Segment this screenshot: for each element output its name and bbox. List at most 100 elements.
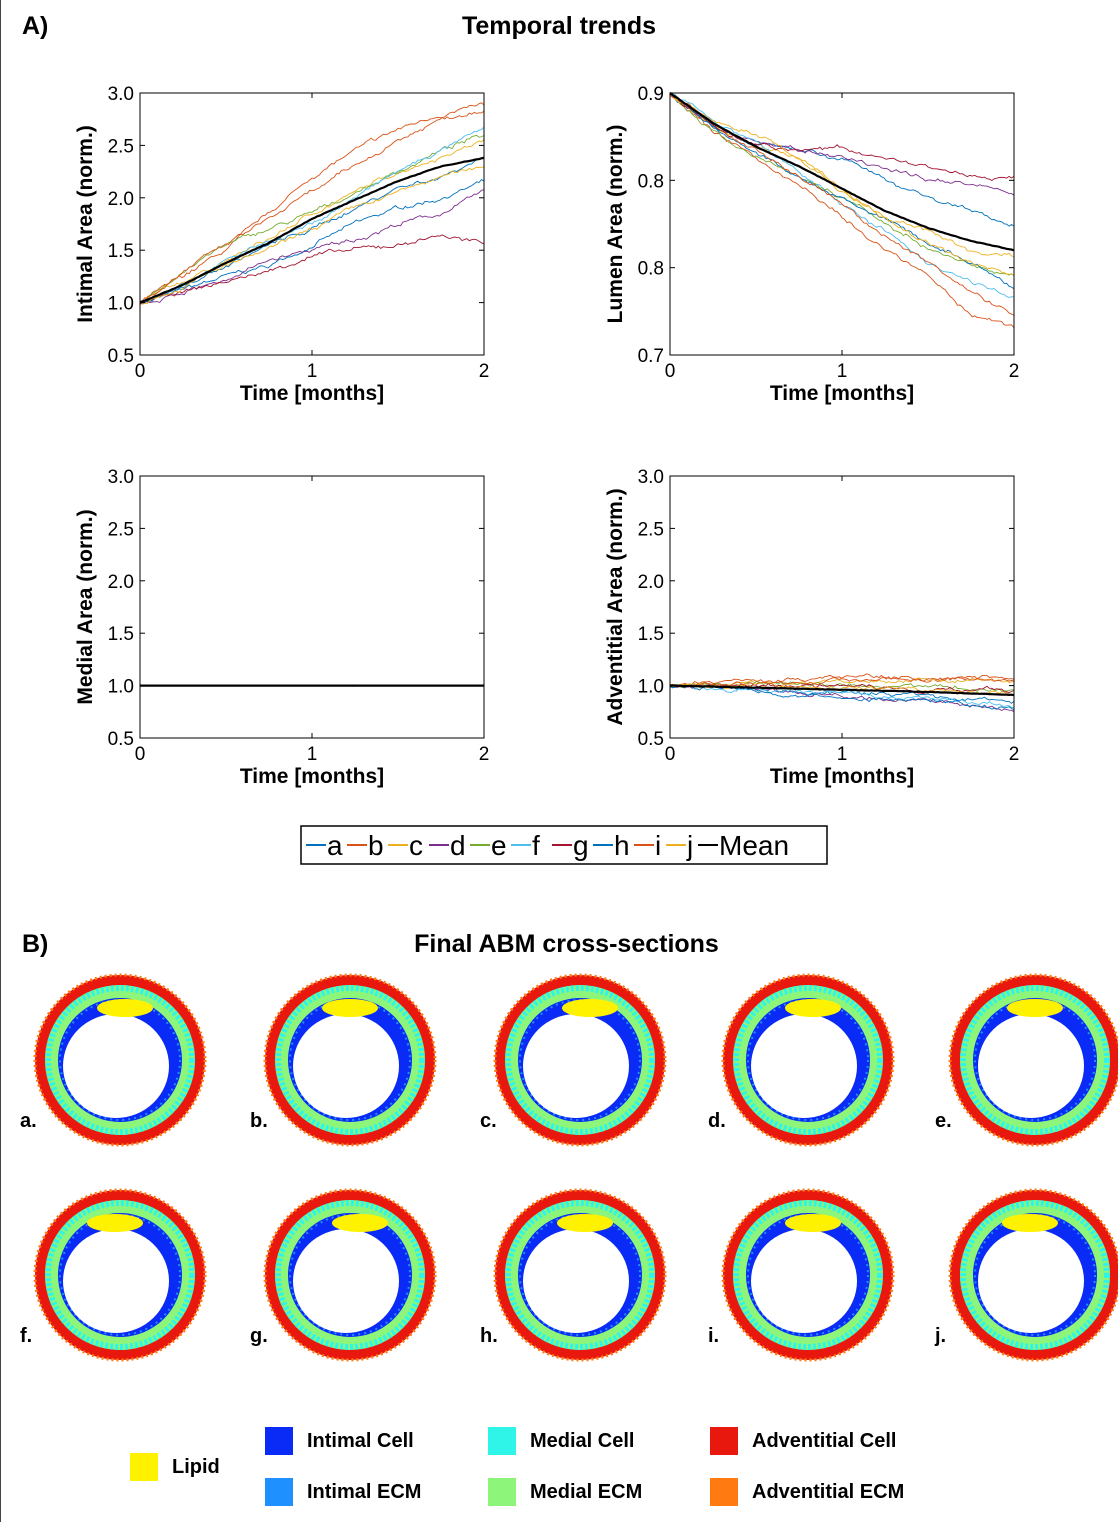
tissue-swatch (265, 1427, 293, 1455)
x-tick-label: 1 (837, 744, 848, 765)
tissue-label: Medial ECM (530, 1480, 643, 1503)
tissue-swatch (265, 1478, 293, 1506)
series-line-i (139, 110, 485, 304)
series-line-j (139, 166, 485, 305)
section-a-label: A) (22, 12, 49, 40)
lipid-pool (87, 1214, 143, 1232)
tissue-legend-item: Medial Cell (488, 1427, 634, 1455)
intimal-area-plot: 0.5 1.0 1.5 2.0 2.5 3.0 0 1 2 Time [months] Intima… (74, 84, 490, 405)
series-line-f (670, 683, 1015, 708)
tissue-legend-item: Adventitial ECM (710, 1478, 904, 1506)
series-line-b (669, 94, 1015, 329)
y-tick-label: 2.5 (108, 136, 134, 157)
plot-area (669, 91, 1015, 329)
legend-label-f: f (532, 830, 540, 861)
series-line-e (669, 92, 1015, 277)
series-line-Mean (669, 684, 1015, 697)
tissue-label: Lipid (172, 1455, 220, 1478)
y-axis-label: Medial Area (norm.) (74, 509, 97, 704)
x-tick-label: 1 (837, 361, 848, 382)
legend-label-j: j (686, 830, 693, 861)
tissue-legend-item: Medial ECM (488, 1478, 642, 1506)
cross-section-label: i. (708, 1325, 720, 1347)
cross-section-label: d. (708, 1110, 726, 1132)
x-tick-label: 0 (665, 744, 676, 765)
x-tick-label: 2 (479, 361, 490, 382)
legend-label-h: h (614, 830, 630, 861)
series-line-b (139, 102, 485, 303)
series-legend: a b c d e f g h i j Mean (300, 825, 828, 865)
section-a-title: Temporal trends (461, 12, 657, 40)
series-line-i (669, 94, 1015, 316)
y-tick-label: 0.8 (638, 259, 664, 280)
legend-label-a: a (327, 830, 343, 861)
lipid-pool (322, 999, 378, 1017)
cross-section-label: f. (20, 1325, 33, 1347)
legend-label-Mean: Mean (719, 830, 789, 861)
legend-label-c: c (409, 830, 423, 861)
cross-section-label: g. (250, 1325, 268, 1347)
tissue-label: Adventitial ECM (752, 1480, 905, 1503)
y-tick-label: 0.9 (638, 84, 664, 105)
lipid-pool (785, 1214, 841, 1232)
section-b-label: B) (22, 930, 49, 958)
y-tick-label: 1.5 (638, 624, 664, 645)
series-line-a (669, 92, 1015, 227)
lumen (978, 1229, 1084, 1333)
series-line-a (139, 179, 485, 305)
y-tick-label: 0.7 (638, 346, 664, 367)
tissue-legend-item: Intimal ECM (265, 1478, 421, 1506)
y-tick-label: 1.0 (638, 677, 664, 698)
lumen (523, 1014, 629, 1118)
legend-label-d: d (450, 830, 466, 861)
cross-section-c (493, 973, 667, 1147)
plot-area (139, 684, 485, 687)
cross-section-d (721, 973, 895, 1147)
y-tick-label: 1.5 (108, 624, 134, 645)
medial-area-plot: 0.5 1.0 1.5 2.0 2.5 3.0 0 1 2 Time [months] Medial… (74, 467, 489, 788)
series-line-c (669, 93, 1015, 258)
lipid-pool (557, 1214, 613, 1232)
y-tick-label: 2.5 (108, 519, 134, 540)
series-line-d (139, 189, 485, 304)
lumen (63, 1014, 169, 1118)
cross-section-h (493, 1188, 667, 1362)
cross-section-b (263, 973, 437, 1147)
tissue-swatch (710, 1427, 738, 1455)
tissue-label: Intimal Cell (307, 1429, 414, 1452)
lipid-pool (562, 999, 618, 1017)
lipid-pool (97, 999, 153, 1017)
series-line-c (139, 138, 485, 303)
lipid-pool (785, 999, 841, 1017)
plot-area (669, 673, 1015, 713)
series-line-d (669, 92, 1015, 196)
x-tick-label: 2 (1009, 361, 1020, 382)
legend-label-e: e (491, 830, 507, 861)
tissue-swatch (710, 1478, 738, 1506)
lumen (751, 1229, 857, 1333)
x-tick-label: 0 (135, 744, 146, 765)
lipid-pool (332, 1214, 388, 1232)
legend-label-i: i (655, 830, 661, 861)
x-axis-label: Time [months] (240, 382, 384, 405)
axes-box (669, 92, 1015, 356)
plot-area (139, 102, 485, 305)
series-line-i (669, 676, 1015, 687)
cross-section-i (721, 1188, 895, 1362)
lumen (293, 1229, 399, 1333)
cross-section-label: h. (480, 1325, 498, 1347)
tissue-legend-item: Adventitial Cell (710, 1427, 896, 1455)
x-tick-label: 1 (307, 744, 318, 765)
y-tick-label: 2.5 (638, 519, 664, 540)
cross-section-label: c. (480, 1110, 497, 1132)
lumen (751, 1014, 857, 1118)
tissue-legend-item: Lipid (130, 1453, 220, 1481)
y-tick-label: 3.0 (638, 467, 664, 488)
lumen (293, 1014, 399, 1118)
figure-frame-left (0, 0, 1, 1522)
cross-section-label: e. (935, 1110, 952, 1132)
y-tick-label: 1.0 (108, 677, 134, 698)
series-line-Mean (669, 91, 1015, 252)
lumen (523, 1229, 629, 1333)
y-tick-label: 0.8 (638, 171, 664, 192)
